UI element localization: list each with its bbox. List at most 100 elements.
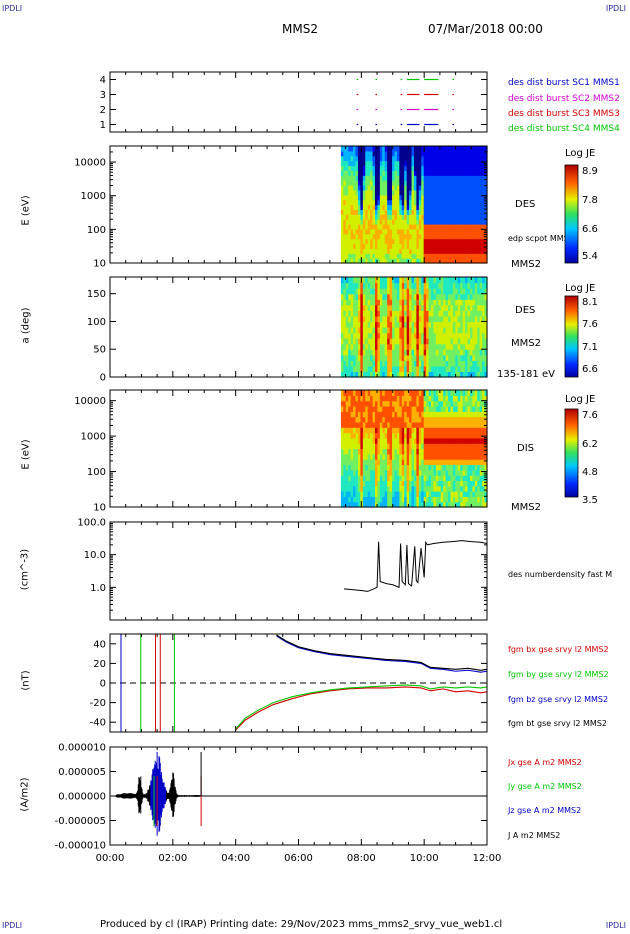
spectrogram-cell (348, 343, 352, 350)
spectrogram-cell (460, 170, 464, 176)
spectrogram-cell (421, 233, 425, 240)
spectrogram-cell (418, 343, 422, 350)
spectrogram-cell (384, 338, 388, 345)
spectrogram-cell (350, 248, 354, 254)
spectrogram-cell (438, 432, 442, 439)
spectrogram-cell (421, 185, 425, 191)
spectrogram-cell (448, 189, 452, 196)
spectrogram-cell (472, 365, 476, 373)
spectrogram-cell (411, 343, 415, 350)
spectrogram-cell (370, 448, 374, 455)
series-line (344, 540, 488, 592)
spectrogram-cell (443, 338, 447, 345)
spectrogram-cell (353, 228, 357, 235)
spectrogram-cell (448, 160, 452, 167)
spectrogram-cell (428, 150, 432, 157)
spectrogram-cell (479, 432, 483, 439)
spectrogram-cell (409, 338, 413, 345)
spectrogram-cell (367, 293, 371, 300)
spectrogram-cell (467, 209, 471, 215)
spectrogram-cell (482, 189, 486, 196)
spectrogram-cell (411, 194, 415, 201)
spectrogram-cell (396, 354, 400, 361)
spectrogram-cell (384, 288, 388, 295)
spectrogram-cell (353, 253, 357, 259)
spectrogram-cell (452, 464, 456, 471)
spectrogram-cell (348, 253, 352, 259)
spectrogram-cell (423, 365, 427, 373)
spectrogram-cell (469, 354, 473, 361)
spectrogram-cell (401, 475, 405, 482)
spectrogram-cell (404, 427, 408, 434)
spectrogram-cell (430, 427, 435, 434)
spectrogram-cell (350, 199, 354, 206)
spectrogram-cell (401, 360, 405, 367)
spectrogram-cell (355, 180, 359, 186)
spectrogram-cell (474, 282, 478, 289)
spectrogram-cell (382, 288, 386, 295)
spectrogram-cell (428, 209, 432, 215)
spectrogram-cell (479, 405, 483, 412)
spectrogram-cell (392, 185, 396, 191)
spectrogram-cell (450, 371, 454, 378)
spectrogram-cell (367, 349, 371, 356)
spectrogram-cell (479, 199, 483, 206)
spectrogram-cell (357, 194, 361, 201)
spectrogram-cell (379, 421, 383, 428)
spectrogram-cell (413, 501, 417, 508)
spectrogram-cell (448, 180, 452, 186)
spectrogram-cell (404, 327, 408, 334)
spectrogram-cell (484, 327, 488, 334)
spectrogram-cell (443, 395, 447, 402)
spectrogram-cell (374, 238, 379, 245)
spectrogram-cell (430, 416, 435, 423)
spectrogram-cell (445, 390, 449, 396)
spectrogram-cell (428, 146, 432, 152)
spectrogram-cell (479, 469, 483, 476)
spectrogram-cell (382, 219, 386, 225)
spectrogram-cell (482, 411, 486, 418)
spectrogram-cell (484, 199, 488, 206)
spectrogram-cell (340, 315, 344, 323)
spectrogram-cell (430, 448, 435, 455)
spectrogram-cell (474, 175, 478, 181)
spectrogram-cell (462, 475, 466, 482)
spectrogram-cell (406, 453, 410, 460)
spectrogram-cell (392, 349, 396, 356)
spectrogram-cell (411, 453, 415, 460)
spectrogram-cell (394, 349, 398, 356)
spectrogram-cell (399, 253, 403, 259)
spectrogram-cell (404, 469, 408, 476)
spectrogram-cell (384, 464, 388, 471)
y-tick-label: 10.0 (84, 550, 106, 561)
spectrogram-cell (399, 448, 403, 455)
spectrogram-cell (474, 253, 478, 259)
spectrogram-cell (396, 189, 400, 196)
spectrogram-cell (362, 349, 366, 356)
spectrogram-cell (389, 360, 393, 367)
spectrogram-cell (406, 315, 410, 323)
spectrogram-cell (340, 209, 344, 215)
spectrogram-cell (360, 400, 364, 407)
spectrogram-cell (423, 360, 427, 367)
spectrogram-cell (457, 480, 461, 487)
x-tick-label: 00:00 (96, 853, 125, 864)
spectrogram-cell (452, 160, 456, 167)
spectrogram-cell (421, 365, 425, 373)
spectrogram-cell (360, 485, 364, 492)
spectrogram-cell (482, 155, 486, 162)
spectrogram-cell (406, 238, 410, 245)
spectrogram-cell (401, 214, 405, 220)
spectrogram-cell (455, 338, 459, 345)
spectrogram-cell (377, 405, 381, 412)
spectrogram-cell (477, 299, 481, 306)
spectrogram-cell (409, 453, 413, 460)
y-tick-label: 40 (93, 639, 106, 650)
spectrogram-cell (382, 209, 386, 215)
spectrogram-cell (433, 459, 437, 466)
spectrogram-cell (460, 321, 464, 328)
spectrogram-cell (396, 238, 400, 245)
spectrogram-cell (455, 253, 459, 259)
spectrogram-cell (409, 214, 413, 220)
spectrogram-cell (374, 338, 379, 345)
